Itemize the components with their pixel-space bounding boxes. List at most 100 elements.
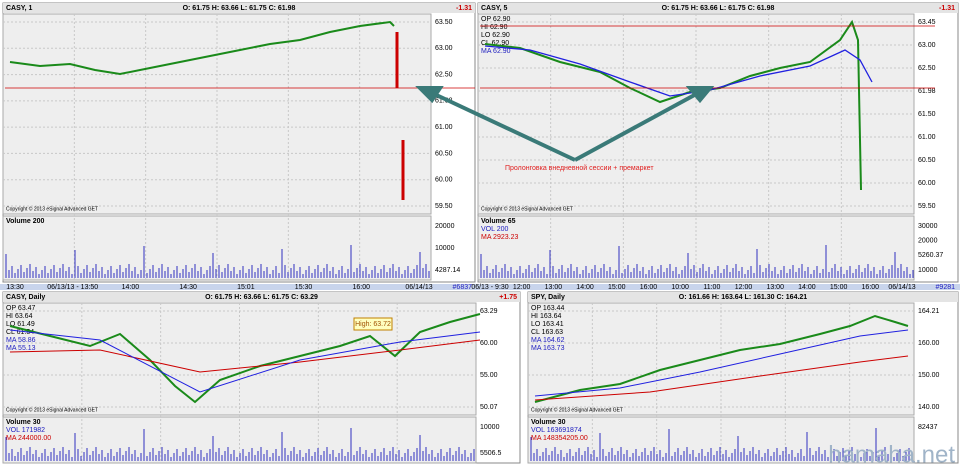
time-label: 13:00 bbox=[545, 284, 563, 291]
volume-label: 10000 bbox=[435, 245, 455, 252]
price-label: 60.00 bbox=[480, 340, 498, 347]
ohlc: O: 61.75 H: 63.66 L: 61.75 C: 61.98 bbox=[662, 5, 775, 12]
time-label: 10:00 bbox=[671, 284, 689, 291]
symbol: CASY, 5 bbox=[481, 5, 508, 12]
info: LO 163.41 bbox=[531, 321, 564, 328]
volume-label: 4287.14 bbox=[435, 267, 460, 274]
info: LO 61.49 bbox=[6, 321, 35, 328]
price-label: 150.00 bbox=[918, 372, 940, 379]
time-label: 16:00 bbox=[640, 284, 658, 291]
title-bar bbox=[528, 292, 958, 302]
volume-label: 10000 bbox=[918, 267, 938, 274]
info: HI 63.64 bbox=[6, 313, 33, 320]
volume-title: Volume 65 bbox=[481, 218, 516, 225]
change: -1.31 bbox=[939, 5, 955, 12]
price-label: 61.00 bbox=[435, 124, 453, 131]
price-label: 160.00 bbox=[918, 340, 940, 347]
price-label: 59.50 bbox=[435, 203, 453, 210]
time-label: 14:00 bbox=[576, 284, 594, 291]
ma-line bbox=[9, 329, 481, 393]
symbol: SPY, Daily bbox=[531, 294, 565, 301]
time-label: 14:00 bbox=[798, 284, 816, 291]
volume-label: 10000 bbox=[480, 424, 500, 431]
separator bbox=[0, 284, 960, 290]
info: OP 62.90 bbox=[481, 16, 511, 23]
time-label: 15:01 bbox=[237, 284, 255, 291]
price-trace bbox=[9, 313, 481, 404]
symbol: CASY, Daily bbox=[6, 294, 45, 301]
info: HI 62.90 bbox=[481, 24, 508, 31]
callout-box bbox=[353, 317, 393, 331]
price-label: 140.00 bbox=[918, 404, 940, 411]
change: +1.75 bbox=[499, 294, 517, 301]
ma-line bbox=[534, 329, 909, 397]
price-trace bbox=[9, 20, 395, 76]
copyright: Copyright © 2013 eSignal Advanced GET bbox=[481, 205, 573, 212]
price-label: 63.29 bbox=[480, 308, 498, 315]
volume-label: 20000 bbox=[918, 238, 938, 245]
time-label: 14:30 bbox=[179, 284, 197, 291]
price-label: 63.45 bbox=[918, 19, 936, 26]
price-label: 60.50 bbox=[918, 157, 936, 164]
bar-count: #6837 bbox=[453, 284, 473, 291]
volume-info: MA 148354205.00 bbox=[531, 435, 588, 442]
price-label: 63.00 bbox=[435, 45, 453, 52]
copyright: Copyright © 2013 eSignal Advanced GET bbox=[531, 406, 623, 413]
ma-line bbox=[534, 355, 909, 401]
volume-info: MA 244000.00 bbox=[6, 435, 51, 442]
ma-line bbox=[9, 339, 481, 373]
info: MA 164.62 bbox=[531, 337, 565, 344]
price-label: 61.98 bbox=[918, 88, 936, 95]
callout: High: 63.72 bbox=[355, 321, 391, 328]
volume-label: 5506.5 bbox=[480, 450, 502, 457]
volume-title: Volume 30 bbox=[531, 419, 566, 426]
time-label: 16:00 bbox=[862, 284, 880, 291]
volume-label: 20000 bbox=[435, 223, 455, 230]
info: MA 62.90 bbox=[481, 48, 511, 55]
bar-count: #9281 bbox=[936, 284, 956, 291]
copyright: Copyright © 2013 eSignal Advanced GET bbox=[6, 406, 98, 413]
change: -1.31 bbox=[456, 5, 472, 12]
info: CL 61.54 bbox=[6, 329, 34, 336]
info: MA 55.13 bbox=[6, 345, 36, 352]
volume-label: 5260.37 bbox=[918, 252, 943, 259]
volume-title: Volume 30 bbox=[6, 419, 41, 426]
time-label: 06/13/13 - 13:50 bbox=[47, 284, 98, 291]
info: CL 163.63 bbox=[531, 329, 563, 336]
price-label: 63.00 bbox=[918, 42, 936, 49]
price-label: 62.50 bbox=[918, 65, 936, 72]
copyright: Copyright © 2013 eSignal Advanced GET bbox=[6, 205, 98, 212]
volume-title: Volume 200 bbox=[6, 218, 44, 225]
price-label: 60.00 bbox=[918, 180, 936, 187]
price-label: 61.00 bbox=[918, 134, 936, 141]
price-label: 61.50 bbox=[918, 111, 936, 118]
volume-info: MA 2923.23 bbox=[481, 234, 518, 241]
info: LO 62.90 bbox=[481, 32, 510, 39]
ohlc: O: 61.75 H: 63.66 L: 61.75 C: 63.29 bbox=[205, 294, 318, 301]
ohlc: O: 161.66 H: 163.64 L: 161.30 C: 164.21 bbox=[679, 294, 808, 301]
time-label: 16:00 bbox=[353, 284, 371, 291]
annotation: Пролонговка внедневной сессии + премарке… bbox=[505, 164, 654, 172]
time-label: 06/14/13 bbox=[888, 284, 915, 291]
title-bar bbox=[478, 3, 958, 13]
price-label: 55.00 bbox=[480, 372, 498, 379]
info: HI 163.64 bbox=[531, 313, 561, 320]
time-label: 13:00 bbox=[766, 284, 784, 291]
price-label: 50.07 bbox=[480, 404, 498, 411]
time-label: 14:00 bbox=[122, 284, 140, 291]
title-bar bbox=[3, 292, 520, 302]
info: MA 58.86 bbox=[6, 337, 36, 344]
info: MA 163.73 bbox=[531, 345, 565, 352]
price-label: 59.50 bbox=[918, 203, 936, 210]
ohlc: O: 61.75 H: 63.66 L: 61.75 C: 61.98 bbox=[183, 5, 296, 12]
time-label: 06/13 - 9:30 bbox=[471, 284, 508, 291]
volume-info: VOL 200 bbox=[481, 226, 508, 233]
price-label: 63.50 bbox=[435, 19, 453, 26]
info: OP 63.47 bbox=[6, 305, 36, 312]
price-label: 164.21 bbox=[918, 308, 940, 315]
price-label: 62.50 bbox=[435, 71, 453, 78]
price-label: 60.50 bbox=[435, 150, 453, 157]
volume-info: VOL 163691874 bbox=[531, 427, 582, 434]
time-label: 13:30 bbox=[6, 284, 24, 291]
